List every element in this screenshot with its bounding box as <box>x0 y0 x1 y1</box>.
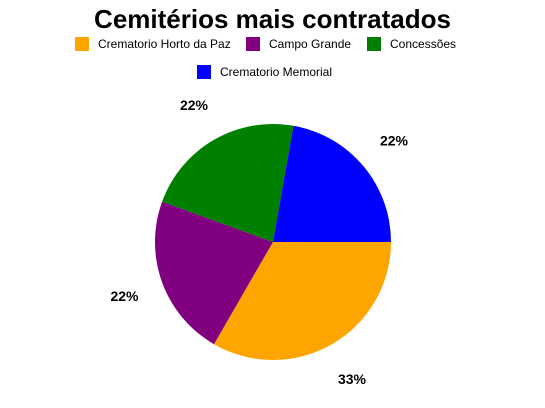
slice-percent-label: 22% <box>380 132 409 148</box>
pie-slice-0 <box>214 242 391 360</box>
legend-item-concessoes: Concessões <box>367 37 456 51</box>
legend-swatch <box>367 37 381 51</box>
legend-label: Campo Grande <box>269 37 352 51</box>
legend-swatch <box>197 65 211 79</box>
legend-label: Concessões <box>390 37 457 51</box>
legend-swatch <box>75 37 89 51</box>
pie-slice-1 <box>155 201 273 345</box>
legend-item-crematorio-memorial: Crematorio Memorial <box>197 65 332 79</box>
legend-item-crematorio-horto-da-paz: Crematorio Horto da Paz <box>75 37 231 51</box>
legend-item-campo-grande: Campo Grande <box>246 37 351 51</box>
legend-label: Crematorio Memorial <box>220 65 333 79</box>
slice-percent-label: 22% <box>110 288 139 304</box>
legend-swatch <box>246 37 260 51</box>
chart-title: Cemitérios mais contratados <box>94 4 451 34</box>
legend-label: Crematorio Horto da Paz <box>98 37 231 51</box>
slice-percent-label: 33% <box>338 371 367 387</box>
slice-percent-label: 22% <box>180 97 209 113</box>
pie-slice-2 <box>162 123 294 242</box>
pie-slice-3 <box>273 125 391 242</box>
